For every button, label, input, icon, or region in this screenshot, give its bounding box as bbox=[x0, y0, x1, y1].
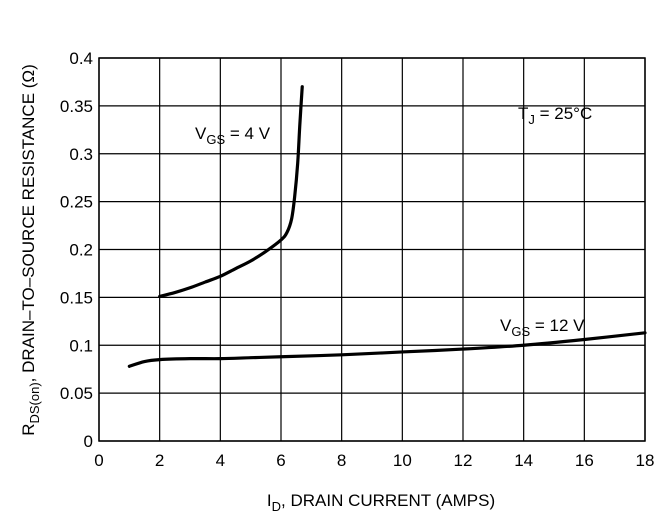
series-layer bbox=[127, 85, 647, 368]
y-tick-label: 0.05 bbox=[60, 384, 93, 403]
y-tick-label: 0 bbox=[84, 432, 93, 451]
x-tick-label: 10 bbox=[393, 451, 412, 470]
plot-frame bbox=[98, 57, 646, 442]
series-line-0 bbox=[158, 85, 304, 299]
x-tick-label: 16 bbox=[575, 451, 594, 470]
y-tick-label: 0.3 bbox=[69, 145, 93, 164]
x-tick-label: 18 bbox=[636, 451, 655, 470]
y-tick-label: 0.15 bbox=[60, 288, 93, 307]
x-tick-label: 12 bbox=[454, 451, 473, 470]
x-axis-label: ID, DRAIN CURRENT (AMPS) bbox=[267, 491, 495, 514]
y-tick-label: 0.35 bbox=[60, 97, 93, 116]
tick-labels: 0 2 4 6 8 10 12 14 16 18 0 0.05 0.1 0.15 0.2 0.25 0.3 0.3… bbox=[60, 49, 655, 470]
x-tick-label: 6 bbox=[276, 451, 285, 470]
series-label-vgs-12v: VGS = 12 V bbox=[500, 316, 585, 339]
series-label-vgs-4v: VGS = 4 V bbox=[195, 124, 271, 147]
series-line-1 bbox=[127, 331, 647, 368]
x-tick-label: 14 bbox=[514, 451, 533, 470]
y-tick-label: 0.4 bbox=[69, 49, 93, 68]
y-tick-label: 0.25 bbox=[60, 193, 93, 212]
y-axis-label: RDS(on), DRAIN–TO–SOURCE RESISTANCE (Ω) bbox=[19, 64, 42, 436]
x-tick-label: 0 bbox=[94, 451, 103, 470]
y-tick-label: 0.1 bbox=[69, 336, 93, 355]
y-tick-label: 0.2 bbox=[69, 241, 93, 260]
annotation-tj-25c: TJ = 25°C bbox=[518, 104, 592, 127]
x-tick-label: 4 bbox=[216, 451, 225, 470]
x-tick-label: 2 bbox=[155, 451, 164, 470]
x-tick-label: 8 bbox=[337, 451, 346, 470]
